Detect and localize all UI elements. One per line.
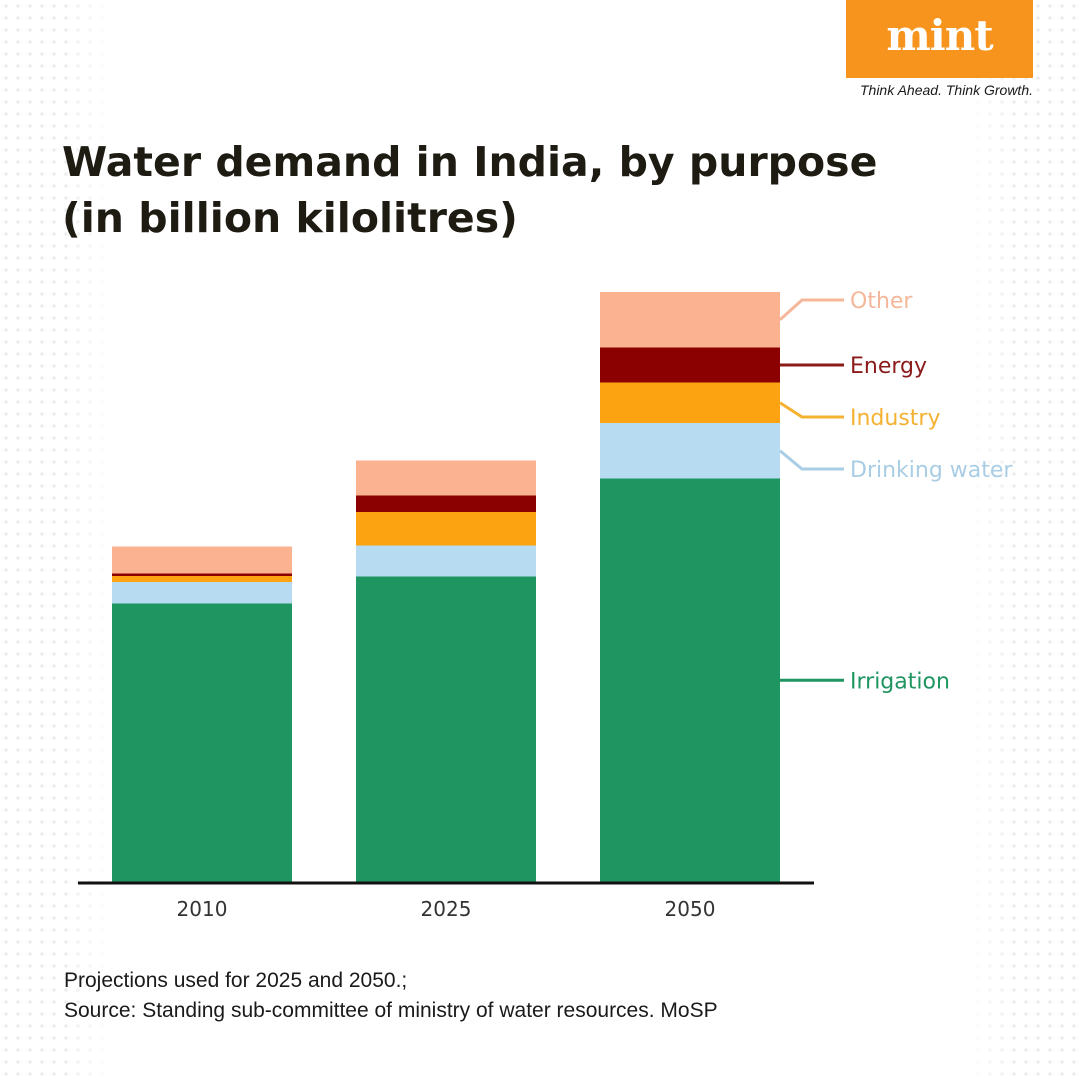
bar-segment-other-2050 bbox=[600, 292, 780, 348]
bar-segment-energy-2010 bbox=[112, 573, 292, 576]
bar-segment-drinking-water-2050 bbox=[600, 423, 780, 479]
tagline: Think Ahead. Think Growth. bbox=[859, 82, 1033, 98]
bar-segment-irrigation-2050 bbox=[600, 478, 780, 882]
title-line-1: Water demand in India, by purpose bbox=[62, 138, 878, 186]
logo-text: mint bbox=[886, 11, 993, 60]
bar-segment-irrigation-2025 bbox=[356, 576, 536, 882]
bar-segment-drinking-water-2010 bbox=[112, 582, 292, 604]
legend-label-energy: Energy bbox=[850, 354, 927, 379]
x-tick-label: 2025 bbox=[421, 897, 472, 921]
legend-label-drinking-water: Drinking water bbox=[850, 458, 1013, 483]
chart-title: Water demand in India, by purpose (in bi… bbox=[62, 134, 962, 246]
bar-segment-drinking-water-2025 bbox=[356, 545, 536, 577]
bar-segment-energy-2050 bbox=[600, 347, 780, 383]
bar-segment-irrigation-2010 bbox=[112, 603, 292, 882]
legend-connector-other bbox=[778, 298, 844, 321]
bar-segment-other-2025 bbox=[356, 460, 536, 496]
bar-segment-industry-2050 bbox=[600, 382, 780, 423]
legend-connector-industry bbox=[779, 401, 844, 419]
footnote-source: Source: Standing sub-committee of minist… bbox=[64, 999, 718, 1022]
legend-connector-drinking-water bbox=[779, 449, 844, 471]
bar-segment-industry-2025 bbox=[356, 512, 536, 546]
legend-label-irrigation: Irrigation bbox=[850, 669, 950, 694]
mint-logo[interactable]: mint bbox=[846, 0, 1033, 78]
footnote: Projections used for 2025 and 2050.; Sou… bbox=[64, 966, 1004, 1026]
title-line-2: (in billion kilolitres) bbox=[62, 194, 518, 242]
bar-segment-energy-2025 bbox=[356, 495, 536, 512]
background-panel bbox=[60, 0, 1020, 1080]
x-tick-label: 2050 bbox=[665, 897, 716, 921]
legend-label-other: Other bbox=[850, 289, 913, 314]
legend-label-industry: Industry bbox=[850, 406, 941, 431]
bar-segment-industry-2010 bbox=[112, 576, 292, 582]
bar-segment-other-2010 bbox=[112, 546, 292, 574]
x-tick-label: 2010 bbox=[177, 897, 228, 921]
footnote-projections: Projections used for 2025 and 2050.; bbox=[64, 969, 408, 992]
